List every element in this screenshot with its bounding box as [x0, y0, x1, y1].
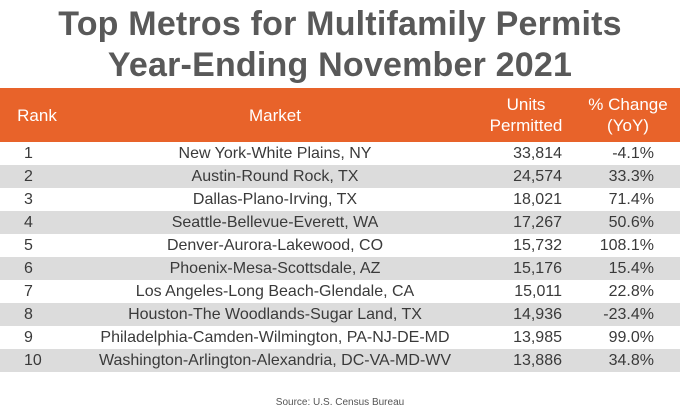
table-row: 6 Phoenix-Mesa-Scottsdale, AZ 15,176 15.4% — [0, 257, 680, 280]
table-row: 7 Los Angeles-Long Beach-Glendale, CA 15,0… — [0, 280, 680, 303]
header-units-line-2: Permitted — [489, 116, 563, 135]
units-cell: 15,176 — [513, 260, 562, 277]
header-change-line-1: % Change — [588, 95, 668, 114]
market-cell: Dallas-Plano-Irving, TX — [192, 191, 358, 208]
change-cell: 33.3% — [608, 168, 654, 185]
table-body: 1 New York-White Plains, NY 33,814 -4.1% 2 Au… — [0, 142, 680, 372]
change-cell: 22.8% — [608, 283, 654, 300]
rank-cell: 6 — [24, 260, 33, 277]
market-cell: Houston-The Woodlands-Sugar Land, TX — [128, 306, 422, 323]
change-cell: 108.1% — [599, 237, 654, 254]
change-cell: 15.4% — [608, 260, 654, 277]
table-row: 5 Denver-Aurora-Lakewood, CO 15,732 108.1% — [0, 234, 680, 257]
units-cell: 14,936 — [513, 306, 562, 323]
rank-cell: 8 — [24, 306, 33, 323]
change-cell: -23.4% — [603, 306, 654, 323]
table-row: 1 New York-White Plains, NY 33,814 -4.1% — [0, 142, 680, 165]
market-cell: Austin-Round Rock, TX — [191, 168, 359, 185]
permits-table: Rank Market Units Permitted % Change (Yo… — [0, 88, 680, 372]
change-cell: 34.8% — [608, 352, 654, 369]
units-cell: 33,814 — [513, 145, 562, 162]
market-cell: New York-White Plains, NY — [178, 145, 372, 162]
market-cell: Seattle-Bellevue-Everett, WA — [171, 214, 379, 231]
units-cell: 18,021 — [513, 191, 562, 208]
market-cell: Philadelphia-Camden-Wilmington, PA-NJ-DE… — [100, 329, 450, 346]
market-cell: Denver-Aurora-Lakewood, CO — [166, 237, 384, 254]
change-cell: 50.6% — [608, 214, 654, 231]
units-cell: 15,732 — [513, 237, 562, 254]
chart-title-line-1: Top Metros for Multifamily Permits — [58, 5, 622, 43]
rank-cell: 3 — [24, 191, 33, 208]
units-cell: 17,267 — [513, 214, 562, 231]
change-cell: -4.1% — [612, 145, 654, 162]
rank-cell: 4 — [24, 214, 33, 231]
market-cell: Los Angeles-Long Beach-Glendale, CA — [135, 283, 415, 300]
rank-cell: 7 — [24, 283, 33, 300]
table-row: 4 Seattle-Bellevue-Everett, WA 17,267 50.6% — [0, 211, 680, 234]
rank-cell: 5 — [24, 237, 33, 254]
units-cell: 24,574 — [513, 168, 562, 185]
table-row: 9 Philadelphia-Camden-Wilmington, PA-NJ-D… — [0, 326, 680, 349]
rank-cell: 1 — [24, 145, 33, 162]
units-cell: 13,886 — [513, 352, 562, 369]
change-cell: 71.4% — [608, 191, 654, 208]
header-units-line-1: Units — [506, 95, 546, 114]
market-cell: Washington-Arlington-Alexandria, DC-VA-M… — [98, 352, 452, 369]
chart-title-line-2: Year-Ending November 2021 — [107, 46, 573, 84]
rank-cell: 2 — [24, 168, 33, 185]
header-change: % Change (YoY) — [576, 88, 680, 142]
units-cell: 15,011 — [514, 283, 562, 300]
rank-cell: 9 — [24, 329, 33, 346]
table-row: 10 Washington-Arlington-Alexandria, DC-VA… — [0, 349, 680, 372]
header-units: Units Permitted — [476, 88, 576, 142]
table-row: 8 Houston-The Woodlands-Sugar Land, TX 14,… — [0, 303, 680, 326]
source-note: Source: U.S. Census Bureau — [275, 397, 405, 408]
change-cell: 99.0% — [608, 329, 654, 346]
table-row: 2 Austin-Round Rock, TX 24,574 33.3% — [0, 165, 680, 188]
header-rank: Rank — [17, 105, 57, 125]
units-cell: 13,985 — [513, 329, 562, 346]
header-market: Market — [249, 105, 301, 125]
rank-cell: 10 — [24, 352, 42, 369]
market-cell: Phoenix-Mesa-Scottsdale, AZ — [169, 260, 381, 277]
table-header-row: Rank Market Units Permitted % Change (Yo… — [0, 88, 680, 142]
table-row: 3 Dallas-Plano-Irving, TX 18,021 71.4% — [0, 188, 680, 211]
header-change-line-2: (YoY) — [607, 116, 649, 135]
